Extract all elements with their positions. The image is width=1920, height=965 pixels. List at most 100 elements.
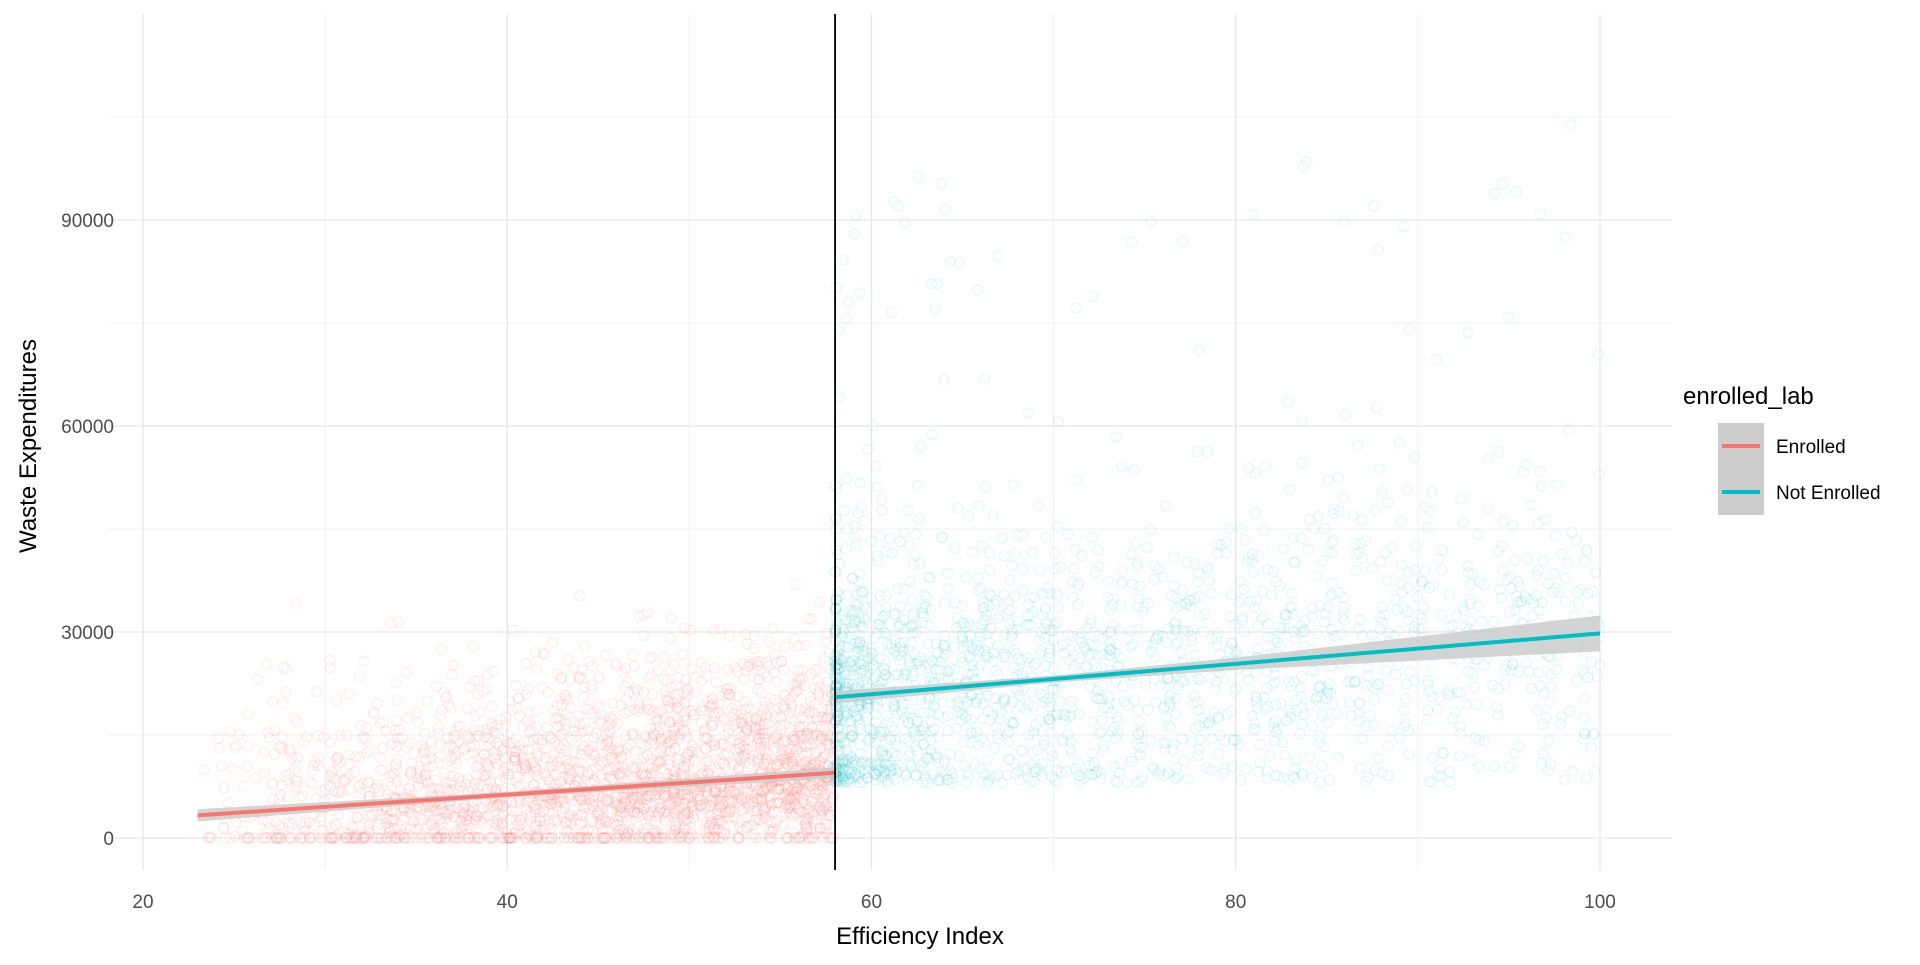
data-point-enrolled — [497, 817, 509, 829]
data-point-enrolled — [631, 802, 644, 814]
data-point-not-enrolled — [1006, 559, 1018, 572]
data-point-enrolled — [655, 832, 667, 844]
data-point-not-enrolled — [1433, 692, 1446, 704]
data-point-enrolled — [397, 805, 409, 817]
data-point-not-enrolled — [865, 642, 877, 655]
data-point-not-enrolled — [965, 725, 977, 738]
data-point-enrolled — [555, 729, 567, 741]
data-point-not-enrolled — [990, 665, 1002, 677]
data-point-enrolled — [597, 791, 609, 804]
data-point-not-enrolled — [1235, 523, 1247, 535]
data-point-not-enrolled — [1462, 327, 1474, 339]
data-point-enrolled — [368, 707, 380, 720]
data-point-enrolled — [659, 813, 671, 826]
data-point-enrolled — [329, 832, 341, 844]
data-point-not-enrolled — [1115, 599, 1127, 611]
data-point-not-enrolled — [884, 734, 897, 746]
data-point-enrolled — [803, 732, 815, 745]
data-point-not-enrolled — [1018, 761, 1030, 773]
data-point-not-enrolled — [889, 763, 902, 775]
data-point-enrolled — [609, 791, 621, 804]
data-point-enrolled — [642, 808, 654, 820]
data-point-not-enrolled — [841, 523, 854, 535]
data-point-enrolled — [572, 832, 584, 844]
data-point-not-enrolled — [1562, 557, 1574, 569]
data-point-not-enrolled — [930, 638, 942, 650]
data-point-not-enrolled — [898, 614, 910, 626]
data-point-not-enrolled — [1043, 714, 1055, 727]
data-point-enrolled — [755, 737, 767, 749]
data-point-enrolled — [458, 808, 470, 820]
data-point-enrolled — [358, 655, 370, 667]
data-point-not-enrolled — [1476, 615, 1488, 628]
data-point-not-enrolled — [1339, 408, 1351, 420]
data-point-not-enrolled — [1374, 556, 1387, 568]
data-point-enrolled — [589, 750, 601, 763]
data-point-enrolled — [772, 736, 784, 748]
data-point-enrolled — [706, 795, 718, 808]
data-point-enrolled — [559, 770, 572, 783]
data-point-not-enrolled — [1047, 634, 1060, 646]
data-point-not-enrolled — [859, 645, 872, 658]
data-point-not-enrolled — [889, 773, 901, 786]
data-point-enrolled — [299, 825, 311, 837]
data-point-enrolled — [566, 755, 578, 768]
data-point-not-enrolled — [1162, 767, 1175, 779]
data-point-enrolled — [558, 724, 571, 736]
data-point-not-enrolled — [1426, 659, 1438, 671]
data-point-enrolled — [483, 763, 495, 775]
data-point-enrolled — [646, 733, 658, 746]
data-point-enrolled — [600, 649, 612, 662]
data-point-enrolled — [505, 832, 517, 844]
data-point-not-enrolled — [889, 608, 901, 620]
data-point-enrolled — [549, 760, 562, 772]
data-point-not-enrolled — [841, 754, 853, 766]
data-point-enrolled — [794, 789, 806, 801]
data-point-enrolled — [454, 720, 466, 732]
data-point-not-enrolled — [1296, 718, 1308, 730]
data-point-not-enrolled — [942, 774, 955, 786]
data-point-enrolled — [789, 792, 801, 804]
data-point-enrolled — [388, 813, 400, 825]
data-point-not-enrolled — [951, 612, 963, 624]
data-point-not-enrolled — [910, 528, 922, 540]
data-point-enrolled — [804, 691, 817, 703]
data-point-enrolled — [620, 832, 632, 844]
data-point-enrolled — [606, 763, 618, 776]
data-point-not-enrolled — [1121, 777, 1133, 789]
data-point-enrolled — [571, 730, 583, 742]
data-point-not-enrolled — [1050, 709, 1063, 721]
data-point-enrolled — [459, 806, 471, 819]
data-point-enrolled — [649, 729, 661, 741]
data-point-not-enrolled — [944, 255, 957, 267]
data-point-enrolled — [721, 740, 734, 753]
data-point-enrolled — [682, 832, 695, 844]
data-point-enrolled — [460, 779, 472, 791]
data-point-not-enrolled — [981, 609, 993, 621]
data-point-enrolled — [389, 760, 401, 772]
data-point-not-enrolled — [1442, 688, 1454, 700]
data-point-enrolled — [707, 707, 719, 719]
data-point-enrolled — [752, 754, 764, 767]
data-point-not-enrolled — [880, 589, 892, 601]
data-point-enrolled — [546, 795, 558, 807]
data-point-not-enrolled — [866, 661, 878, 674]
data-point-not-enrolled — [1165, 688, 1177, 700]
data-point-not-enrolled — [1096, 623, 1108, 635]
data-point-not-enrolled — [1043, 713, 1056, 726]
data-point-enrolled — [804, 801, 816, 813]
data-point-enrolled — [681, 682, 693, 694]
data-point-enrolled — [445, 702, 457, 714]
data-point-enrolled — [560, 745, 572, 757]
data-point-not-enrolled — [1443, 776, 1456, 788]
data-point-not-enrolled — [1311, 628, 1323, 640]
data-point-enrolled — [777, 749, 789, 762]
data-point-not-enrolled — [1382, 627, 1395, 639]
data-point-not-enrolled — [1170, 592, 1183, 604]
data-point-enrolled — [330, 754, 342, 766]
data-point-not-enrolled — [1393, 624, 1405, 637]
data-point-not-enrolled — [1505, 664, 1517, 676]
data-point-not-enrolled — [1052, 641, 1064, 653]
data-point-enrolled — [792, 684, 805, 696]
data-point-enrolled — [280, 686, 292, 699]
